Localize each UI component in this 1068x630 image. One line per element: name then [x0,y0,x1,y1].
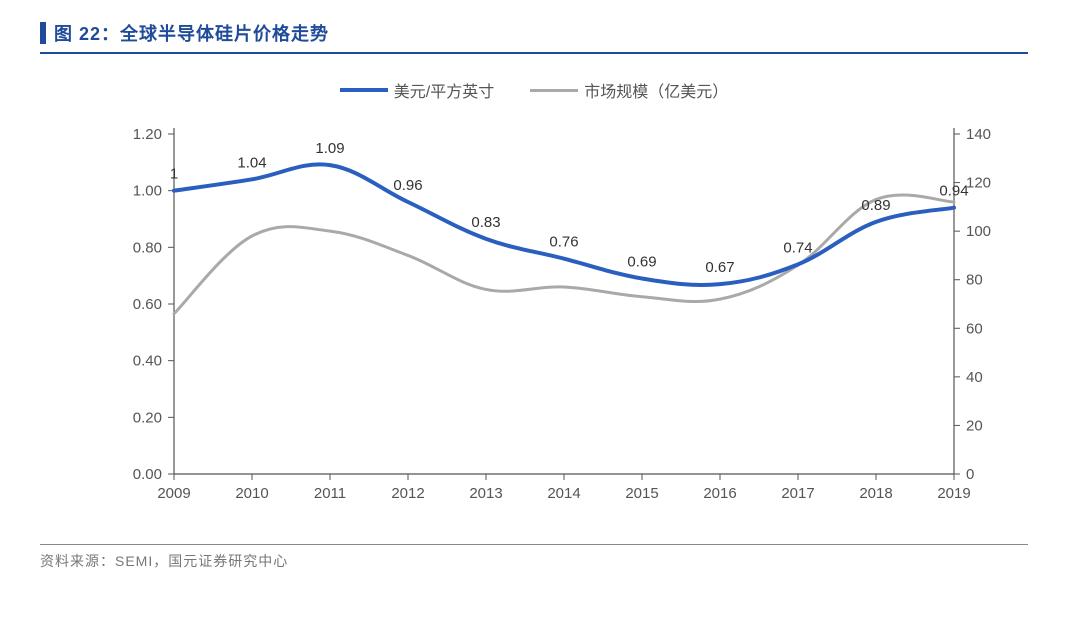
series-line-price_usd_per_sqin [174,164,954,285]
figure-container: 图 22：全球半导体硅片价格走势 美元/平方英寸 市场规模（亿美元） 0.000… [0,0,1068,630]
data-label: 0.69 [627,254,656,271]
data-label: 1 [170,166,178,183]
y-left-tick-label: 0.20 [133,409,162,426]
figure-title-row: 图 22：全球半导体硅片价格走势 [40,20,1028,54]
source-citation: 资料来源：SEMI，国元证券研究中心 [40,544,1028,571]
series-line-market_size_usd_100m [174,195,954,314]
x-tick-label: 2014 [547,485,580,502]
figure-title-text: 全球半导体硅片价格走势 [120,24,329,44]
x-tick-label: 2016 [703,485,736,502]
y-right-tick-label: 140 [966,126,991,143]
chart-svg: 0.00 0.20 0.40 0.60 0.80 1.00 1.20 0 20 40 60 80 100… [54,64,1014,544]
legend-swatch-price [340,88,388,92]
y-right-tick-label: 0 [966,466,974,483]
legend-item-price: 美元/平方英寸 [340,78,494,102]
y-right-tick-label: 20 [966,417,983,434]
x-tick-label: 2018 [859,485,892,502]
chart-area: 美元/平方英寸 市场规模（亿美元） 0.00 0.20 0.40 0.60 0.80 1.… [54,64,1014,544]
legend-label-market: 市场规模（亿美元） [584,78,728,102]
legend-swatch-market [530,89,578,92]
y-left-tick-label: 0.40 [133,353,162,370]
y-left-tick-label: 0.00 [133,466,162,483]
x-tick-label: 2019 [937,485,970,502]
y-left-tick-label: 1.20 [133,126,162,143]
data-label: 1.09 [315,140,344,157]
data-label: 0.67 [705,259,734,276]
y-right-tick-label: 40 [966,369,983,386]
x-tick-label: 2013 [469,485,502,502]
y-left-tick-label: 0.60 [133,296,162,313]
data-label: 0.83 [471,214,500,231]
x-tick-label: 2010 [235,485,268,502]
figure-number: 图 22： [54,24,120,44]
chart-legend: 美元/平方英寸 市场规模（亿美元） [54,78,1014,102]
y-right-tick-label: 60 [966,320,983,337]
y-left-tick-label: 0.80 [133,239,162,256]
title-accent-bar [40,22,46,44]
y-right-tick-label: 100 [966,223,991,240]
data-label: 0.89 [861,197,890,214]
legend-label-price: 美元/平方英寸 [394,78,494,102]
data-label: 0.74 [783,239,812,256]
x-tick-label: 2011 [314,485,346,502]
data-label: 0.94 [939,183,968,200]
x-tick-label: 2017 [781,485,814,502]
data-label: 0.96 [393,177,422,194]
x-tick-label: 2009 [157,485,190,502]
figure-title: 图 22：全球半导体硅片价格走势 [54,20,329,46]
y-right-tick-label: 120 [966,175,991,192]
data-label: 0.76 [549,234,578,251]
x-tick-label: 2015 [625,485,658,502]
legend-item-market: 市场规模（亿美元） [530,78,728,102]
data-label: 1.04 [237,154,266,171]
x-tick-label: 2012 [391,485,424,502]
y-right-tick-label: 80 [966,272,983,289]
y-left-tick-label: 1.00 [133,183,162,200]
